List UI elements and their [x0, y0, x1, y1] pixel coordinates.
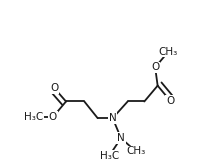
Text: O: O [49, 112, 57, 122]
Text: H₃C: H₃C [24, 112, 43, 122]
Text: CH₃: CH₃ [159, 47, 178, 56]
Text: CH₃: CH₃ [126, 146, 146, 156]
Text: N: N [117, 133, 125, 143]
Text: O: O [166, 96, 174, 106]
Text: O: O [50, 83, 58, 93]
Text: H₃C: H₃C [100, 151, 119, 161]
Text: O: O [151, 62, 159, 72]
Text: N: N [109, 113, 117, 123]
